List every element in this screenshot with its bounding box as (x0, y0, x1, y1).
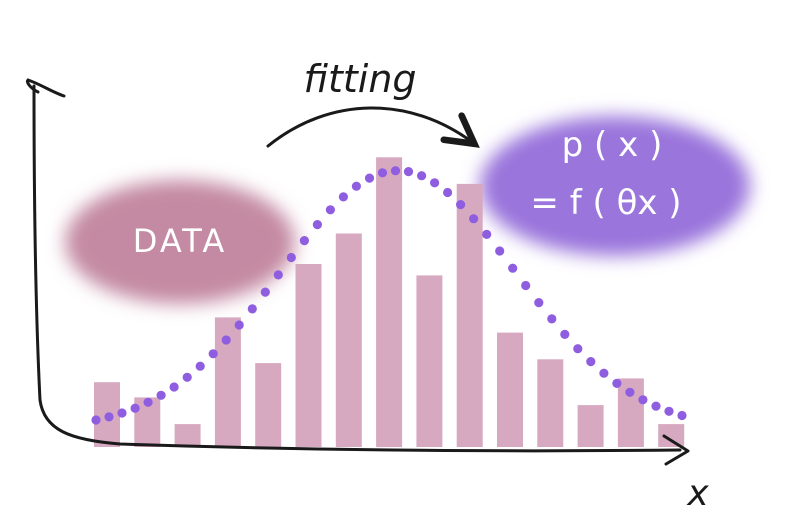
histogram-bar (658, 424, 685, 447)
histogram-bar (376, 157, 403, 448)
curve-dot (169, 382, 179, 392)
curve-dot (325, 205, 335, 215)
data-blob: DATA (65, 180, 295, 304)
data-blob-label: DATA (133, 222, 227, 260)
curve-dot (508, 263, 518, 273)
curve-dot (195, 361, 205, 371)
axes: x (26, 78, 709, 514)
curve-dot (338, 192, 348, 202)
data-blob-shape (65, 180, 295, 304)
curve-dot (351, 181, 361, 191)
curve-dot (495, 246, 505, 256)
curve-dot (417, 171, 427, 181)
curve-dot (247, 304, 257, 314)
curve-dot (638, 395, 648, 405)
histogram-bar (577, 405, 604, 447)
fitting-arrow-curve (266, 106, 480, 148)
curve-dot (586, 357, 596, 367)
histogram-bar (295, 264, 322, 447)
curve-dot (299, 236, 309, 246)
curve-dot (443, 187, 453, 198)
curve-dot (91, 415, 101, 425)
curve-dot (234, 320, 244, 330)
curve-dot (364, 173, 375, 183)
curve-dot (482, 229, 492, 239)
model-blob: p ( x ) = f ( θx ) (480, 116, 750, 256)
histogram-bar (174, 424, 201, 447)
histogram-bar (497, 332, 523, 447)
curve-dot (573, 344, 583, 354)
curve-dot (312, 220, 322, 230)
curve-dot (156, 390, 166, 400)
curve-dot (377, 168, 388, 178)
histogram-bar (416, 275, 443, 447)
model-blob-shape (480, 116, 750, 256)
curve-dot (208, 349, 218, 359)
curve-dot (286, 252, 296, 263)
axis-line (32, 84, 682, 453)
histogram-bar (537, 359, 564, 447)
curve-dot (456, 200, 466, 210)
curve-dot (560, 329, 570, 339)
curve-dot (521, 280, 531, 291)
model-label-line1: p ( x ) (562, 125, 663, 165)
model-label-line2: = f ( θx ) (530, 183, 681, 223)
curve-dot (612, 378, 622, 388)
curve-dot (677, 410, 687, 421)
curve-dot (104, 412, 114, 422)
x-axis-arrowhead (662, 434, 690, 466)
curve-dot (469, 214, 479, 224)
curve-dot (143, 397, 153, 407)
curve-dot (651, 401, 661, 411)
curve-dot (182, 372, 192, 382)
curve-dot (403, 167, 414, 177)
fitting-label: fitting (303, 57, 416, 101)
curve-dot (390, 166, 401, 176)
curve-dot (221, 335, 231, 345)
curve-dot (130, 403, 140, 413)
curve-dot (547, 314, 557, 324)
x-axis-label: x (686, 473, 709, 514)
histogram-bar (456, 183, 483, 447)
curve-dot (117, 408, 127, 418)
histogram-bar (335, 233, 362, 447)
fitted-curve (91, 166, 687, 425)
curve-dot (599, 368, 609, 378)
histogram-bar (255, 363, 282, 447)
curve-dot (625, 387, 635, 397)
y-axis-arrowhead (26, 78, 66, 98)
curve-dot (260, 287, 270, 297)
curve-dot (664, 406, 674, 416)
curve-dot (273, 270, 283, 280)
fitting-arrow: fitting (266, 57, 480, 148)
curve-dot (430, 178, 440, 188)
histogram-bars (94, 157, 685, 448)
curve-dot (534, 298, 544, 308)
